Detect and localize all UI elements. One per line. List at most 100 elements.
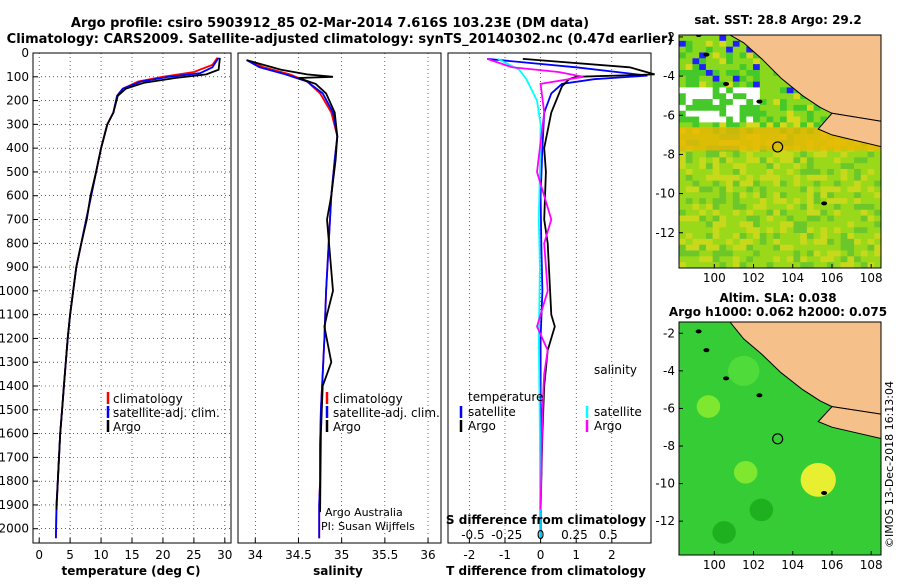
- sst-cell: [746, 215, 754, 222]
- sst-cell: [705, 168, 713, 176]
- sst-cell: [679, 192, 687, 199]
- sst-cell: [726, 233, 734, 240]
- sst-cell: [712, 58, 720, 65]
- sst-cell: [806, 209, 814, 216]
- sst-cell: [786, 233, 794, 240]
- sst-cell: [867, 198, 875, 205]
- sst-cell: [766, 87, 774, 94]
- sst-cell: [739, 46, 747, 53]
- sst-cell: [827, 209, 835, 216]
- sst-cell: [739, 168, 747, 176]
- sst-cell: [746, 186, 754, 193]
- sst-cell: [753, 58, 761, 65]
- sst-cell: [800, 151, 808, 158]
- sst-cell: [679, 256, 687, 263]
- sst-cell: [705, 198, 713, 205]
- sst-cell: [833, 192, 841, 199]
- sst-cell: [726, 250, 734, 257]
- sst-cell: [806, 163, 814, 170]
- sst-cell: [759, 192, 767, 199]
- sst-cell: [705, 46, 713, 53]
- sst-cell: [679, 64, 687, 71]
- sst-cell: [739, 87, 747, 94]
- sst-cell: [773, 192, 781, 199]
- sst-cell: [786, 116, 794, 123]
- sst-cell: [766, 203, 774, 211]
- sst-cell: [679, 93, 687, 100]
- sst-cell: [786, 262, 794, 268]
- sst-cell: [759, 99, 767, 106]
- sst-cell: [692, 256, 700, 263]
- sst-cell: [719, 186, 727, 193]
- sst-cell: [739, 110, 747, 117]
- sst-cell: [827, 192, 835, 199]
- sst-cell: [746, 180, 754, 187]
- sst-cell: [773, 157, 781, 164]
- sst-cell: [867, 209, 875, 216]
- sst-cell: [712, 93, 720, 100]
- sst-cell: [699, 35, 707, 42]
- x-tick-label: 36: [420, 548, 435, 562]
- map-x-tick-label: 108: [860, 558, 883, 572]
- sst-cell: [739, 75, 747, 82]
- y-tick-label: 800: [6, 236, 29, 250]
- sst-cell: [867, 203, 875, 211]
- sst-cell: [833, 238, 841, 245]
- sst-cell: [860, 244, 868, 251]
- sst-cell: [719, 227, 727, 234]
- sst-cell: [820, 186, 828, 193]
- sst-cell: [813, 174, 821, 181]
- sst-cell: [800, 215, 808, 222]
- sst-cell: [806, 157, 814, 164]
- sst-cell: [867, 192, 875, 199]
- map-x-tick-label: 106: [821, 558, 844, 572]
- sst-cell: [813, 122, 821, 129]
- y-tick-label: 1900: [0, 498, 29, 512]
- map-y-tick-label: -2: [663, 30, 675, 44]
- sst-cell: [753, 75, 761, 82]
- sst-cell: [719, 46, 727, 53]
- sst-cell: [719, 233, 727, 240]
- sst-cell: [833, 157, 841, 164]
- sst-cell: [719, 99, 727, 106]
- sst-cell: [786, 250, 794, 257]
- sst-cell: [759, 198, 767, 205]
- sst-cell: [780, 215, 788, 222]
- sst-cell: [732, 122, 740, 129]
- sst-cell: [699, 64, 707, 71]
- sst-cell: [685, 46, 693, 53]
- sst-cell: [753, 116, 761, 123]
- sst-cell: [739, 93, 747, 100]
- sst-cell: [840, 168, 848, 176]
- sst-cell: [712, 250, 720, 257]
- sst-cell: [732, 40, 740, 47]
- sst-cell: [726, 75, 734, 82]
- island: [723, 376, 730, 381]
- sst-cell: [753, 238, 761, 245]
- sst-cell: [685, 87, 693, 94]
- sst-cell: [679, 40, 687, 47]
- sst-cell: [840, 221, 848, 228]
- sst-cell: [719, 116, 727, 123]
- sst-cell: [746, 174, 754, 181]
- sst-cell: [753, 227, 761, 234]
- sst-cell: [753, 256, 761, 263]
- sst-cell: [726, 256, 734, 263]
- sst-cell: [766, 116, 774, 123]
- sst-cell: [827, 151, 835, 158]
- sst-cell: [746, 227, 754, 234]
- sst-cell: [712, 198, 720, 205]
- y-tick-label: 400: [6, 141, 29, 155]
- sst-cell: [719, 215, 727, 222]
- sst-cell: [705, 174, 713, 181]
- sst-cell: [827, 163, 835, 170]
- sst-cell: [813, 163, 821, 170]
- y-tick-label: 1700: [0, 450, 29, 464]
- sst-cell: [860, 174, 868, 181]
- sst-cell: [719, 52, 727, 59]
- sst-cell: [692, 116, 700, 123]
- sst-cell: [753, 157, 761, 164]
- s-tick-label: -0.25: [491, 528, 522, 542]
- sst-cell: [780, 174, 788, 181]
- sst-cell: [726, 262, 734, 268]
